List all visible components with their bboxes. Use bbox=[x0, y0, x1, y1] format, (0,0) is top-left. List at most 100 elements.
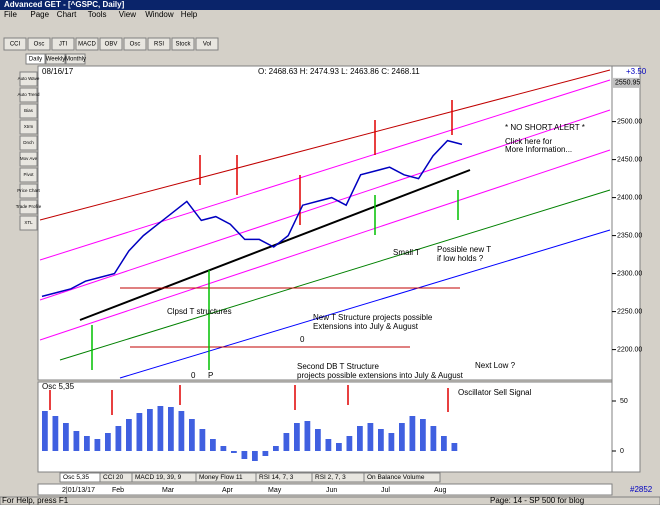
osc-bar bbox=[388, 433, 395, 451]
chart-date: 08/16/17 bbox=[42, 67, 74, 76]
left-tool[interactable] bbox=[19, 87, 38, 103]
osc-bar bbox=[189, 419, 195, 451]
toolbar-label[interactable]: OBV bbox=[105, 42, 118, 48]
osc-bar bbox=[430, 426, 437, 451]
annotation: Clpsd T structures bbox=[167, 307, 232, 316]
left-tool[interactable] bbox=[19, 119, 38, 135]
left-tool-label[interactable]: XTL bbox=[24, 220, 33, 225]
osc-bar bbox=[199, 429, 206, 451]
left-tool-label[interactable]: Auto Trend bbox=[17, 92, 40, 97]
left-tool[interactable] bbox=[19, 135, 38, 151]
toolbar-label[interactable]: Osc bbox=[34, 42, 45, 48]
left-tool[interactable] bbox=[19, 199, 38, 215]
menu-item[interactable]: Tools bbox=[88, 10, 107, 19]
toolbar-label[interactable]: CCI bbox=[10, 42, 21, 48]
indicator-tab-label[interactable]: Osc 5,35 bbox=[63, 474, 89, 481]
annotation: 0 bbox=[191, 371, 196, 380]
annotation: Second DB T Structure bbox=[297, 362, 380, 371]
annotation[interactable]: Click here for bbox=[505, 137, 552, 146]
left-tool-label[interactable]: Bias bbox=[24, 108, 34, 113]
date-axis bbox=[37, 483, 613, 496]
left-tool-label[interactable]: Dnch bbox=[23, 140, 34, 145]
menu-item[interactable]: File bbox=[4, 10, 17, 19]
left-tool[interactable] bbox=[19, 167, 38, 183]
left-tool-label[interactable]: Xtrm bbox=[24, 124, 34, 129]
indicator-tab-label[interactable]: RSI 14, 7, 3 bbox=[259, 474, 294, 481]
left-tool[interactable] bbox=[19, 183, 38, 199]
osc-bar bbox=[346, 436, 353, 451]
left-tool-label[interactable]: Price Chart bbox=[17, 188, 40, 193]
window-title: Advanced GET - [^GSPC, Daily] bbox=[4, 0, 125, 9]
tab[interactable] bbox=[45, 53, 66, 65]
osc-bar bbox=[441, 436, 447, 451]
osc-bar bbox=[42, 411, 48, 451]
osc-bar bbox=[136, 413, 143, 451]
tab[interactable] bbox=[65, 53, 86, 65]
ohlc: O: 2468.63 H: 2474.93 L: 2463.86 C: 2468… bbox=[258, 67, 420, 76]
indicator-tab-label[interactable]: MACD 19, 39, 9 bbox=[135, 474, 182, 481]
annotation: projects possible extensions into July &… bbox=[297, 371, 464, 380]
left-tool[interactable] bbox=[19, 103, 38, 119]
toolbar-label[interactable]: Stock bbox=[175, 42, 191, 48]
indicator-tab-label[interactable]: On Balance Volume bbox=[367, 474, 425, 481]
osc-bar bbox=[336, 443, 342, 451]
toolbar-button[interactable] bbox=[123, 37, 147, 51]
annotation: Next Low ? bbox=[475, 361, 516, 370]
osc-bar bbox=[126, 419, 132, 451]
osc-bar bbox=[420, 419, 426, 451]
toolbar-label[interactable]: JTI bbox=[59, 42, 68, 48]
toolbar-button[interactable] bbox=[171, 37, 195, 51]
toolbar-button[interactable] bbox=[195, 37, 219, 51]
price-axis bbox=[611, 65, 641, 473]
menu-item[interactable]: Window bbox=[145, 10, 174, 19]
menu-item[interactable]: Help bbox=[181, 10, 198, 19]
status-help: For Help, press F1 bbox=[2, 496, 69, 505]
left-tool-label[interactable]: Mov Ave bbox=[20, 156, 38, 161]
indicator-tab-label[interactable]: Money Flow 11 bbox=[199, 474, 243, 481]
annotation[interactable]: * NO SHORT ALERT * bbox=[505, 123, 585, 132]
date-label: Apr bbox=[222, 487, 234, 494]
toolbar-button[interactable] bbox=[27, 37, 51, 51]
menu-item[interactable]: Page bbox=[30, 10, 49, 19]
y-tick-label: 2500.00 bbox=[617, 118, 642, 125]
menu-item[interactable]: Chart bbox=[57, 10, 77, 19]
toolbar-button[interactable] bbox=[51, 37, 75, 51]
toolbar-button[interactable] bbox=[99, 37, 123, 51]
osc-bar bbox=[84, 436, 90, 451]
toolbar-button[interactable] bbox=[3, 37, 27, 51]
annotation[interactable]: More Information... bbox=[505, 145, 572, 154]
osc-bar bbox=[409, 416, 416, 451]
left-tool[interactable] bbox=[19, 71, 38, 87]
signal-arrows bbox=[49, 100, 459, 415]
tab[interactable] bbox=[25, 53, 46, 65]
osc-label: Osc 5,35 bbox=[42, 382, 75, 391]
left-tool-label[interactable]: Pivot bbox=[23, 172, 34, 177]
y-tick-label: 2200.00 bbox=[617, 346, 642, 353]
toolbar-button[interactable] bbox=[147, 37, 171, 51]
osc-bar bbox=[210, 439, 216, 451]
osc-bar bbox=[367, 423, 374, 451]
tab-label[interactable]: Monthly bbox=[65, 57, 86, 63]
left-tool[interactable] bbox=[19, 151, 38, 167]
toolbar-label[interactable]: RSI bbox=[154, 42, 164, 48]
tab-label[interactable]: Weekly bbox=[46, 57, 66, 63]
menu-item[interactable]: View bbox=[119, 10, 136, 19]
indicator-tab-label[interactable]: CCI 20 bbox=[103, 474, 124, 481]
indicator-tab-label[interactable]: RSI 2, 7, 3 bbox=[315, 474, 346, 481]
tab-label[interactable]: Daily bbox=[29, 57, 42, 63]
date-label: Jul bbox=[381, 487, 390, 494]
osc-bar bbox=[262, 451, 269, 456]
toolbar-label[interactable]: MACD bbox=[78, 42, 96, 48]
annotation: Possible new T bbox=[437, 245, 491, 254]
left-tool[interactable] bbox=[19, 215, 38, 231]
left-tool-label[interactable]: Trade Profile bbox=[16, 204, 42, 209]
last-price: 2550.95 bbox=[615, 80, 640, 87]
indicator-tab[interactable] bbox=[363, 472, 441, 483]
toolbar-label[interactable]: Vol bbox=[203, 42, 211, 48]
osc-bar bbox=[157, 406, 164, 451]
toolbar-label[interactable]: Osc bbox=[130, 42, 141, 48]
toolbar-button[interactable] bbox=[75, 37, 99, 51]
left-tool-label[interactable]: Auto Wave bbox=[18, 76, 40, 81]
osc-bar bbox=[241, 451, 248, 459]
osc-bar bbox=[283, 433, 290, 451]
